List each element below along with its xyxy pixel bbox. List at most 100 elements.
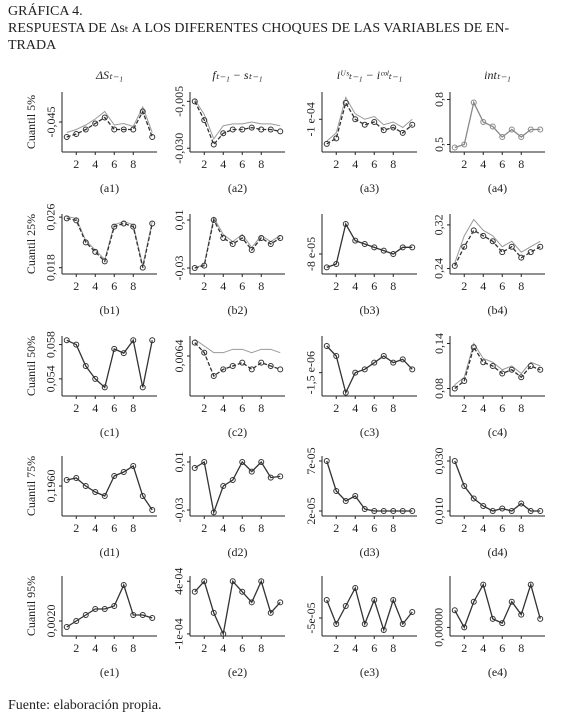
x-tick-label: 2 <box>73 641 79 655</box>
y-tick-label: 4e-04 <box>172 568 186 595</box>
y-tick-label: -0,045 <box>44 107 58 138</box>
series-line <box>194 460 281 515</box>
series-line <box>66 105 153 133</box>
x-tick-label: 4 <box>220 157 226 171</box>
point <box>371 508 378 514</box>
point <box>508 508 515 514</box>
point <box>201 349 208 356</box>
point <box>130 223 137 230</box>
point <box>248 124 255 131</box>
point <box>527 508 534 514</box>
x-tick-label: 8 <box>258 641 264 655</box>
point <box>390 124 397 131</box>
point <box>120 350 127 357</box>
x-tick-label: 4 <box>352 401 358 415</box>
point <box>518 374 525 381</box>
point <box>258 578 265 585</box>
point <box>267 609 274 616</box>
point <box>220 366 227 373</box>
point <box>277 599 284 606</box>
point <box>149 337 156 344</box>
x-tick-label: 6 <box>499 641 505 655</box>
point <box>371 597 378 603</box>
point <box>380 127 387 134</box>
series-line <box>194 338 281 354</box>
point <box>248 366 255 373</box>
y-tick-label: 0,08 <box>432 378 446 399</box>
point <box>390 597 397 603</box>
point <box>130 463 137 469</box>
x-tick-label: 4 <box>220 521 226 535</box>
panel-label: (d3) <box>360 545 380 559</box>
point <box>210 141 217 148</box>
panel-label: (c2) <box>228 425 247 439</box>
point <box>451 144 458 151</box>
panel-label: (a1) <box>100 181 119 195</box>
point <box>277 235 284 241</box>
point <box>323 343 330 349</box>
x-tick-label: 6 <box>111 641 117 655</box>
point <box>139 384 146 391</box>
panel-label: (b4) <box>488 303 508 317</box>
x-tick-label: 2 <box>201 401 207 415</box>
point <box>537 366 544 373</box>
y-tick-label: 0,8 <box>432 92 446 107</box>
point <box>527 126 534 133</box>
point <box>191 98 198 105</box>
x-tick-label: 6 <box>239 157 245 171</box>
point <box>527 363 534 369</box>
point <box>258 359 265 366</box>
point <box>342 498 349 504</box>
x-tick-label: 4 <box>480 521 486 535</box>
point <box>470 99 477 106</box>
point <box>352 493 359 499</box>
point <box>499 620 506 627</box>
x-tick-label: 8 <box>390 279 396 293</box>
point <box>451 262 458 269</box>
y-tick-label: 0,1960 <box>44 470 58 503</box>
point <box>333 353 340 359</box>
x-tick-label: 8 <box>130 157 136 171</box>
x-tick-label: 2 <box>333 401 339 415</box>
point <box>361 366 368 373</box>
point <box>258 235 265 241</box>
y-tick-label: 0,01 <box>172 452 186 473</box>
series-line <box>66 217 153 268</box>
x-tick-label: 8 <box>518 157 524 171</box>
point <box>130 337 137 344</box>
x-tick-label: 4 <box>480 401 486 415</box>
point <box>371 244 378 251</box>
x-tick-label: 6 <box>499 157 505 171</box>
panel-label: (a4) <box>488 181 507 195</box>
x-tick-label: 4 <box>92 279 98 293</box>
point <box>342 389 349 396</box>
y-tick-label: 0,32 <box>432 214 446 235</box>
x-tick-label: 4 <box>352 279 358 293</box>
x-tick-label: 6 <box>371 641 377 655</box>
point <box>139 264 146 271</box>
x-tick-label: 6 <box>239 641 245 655</box>
point <box>499 249 506 256</box>
panel-label: (b3) <box>360 303 380 317</box>
point <box>461 243 468 250</box>
row-label: Cuantil 25% <box>24 214 38 274</box>
row-label: Cuantil 50% <box>24 336 38 396</box>
x-tick-label: 2 <box>333 157 339 171</box>
x-tick-label: 4 <box>352 521 358 535</box>
x-tick-label: 8 <box>390 401 396 415</box>
point <box>130 612 137 618</box>
x-tick-label: 8 <box>258 521 264 535</box>
x-tick-label: 8 <box>518 279 524 293</box>
point <box>390 508 397 514</box>
point <box>342 221 349 227</box>
point <box>518 611 525 618</box>
point <box>92 375 99 382</box>
series-line <box>454 345 541 390</box>
point <box>352 369 359 376</box>
point <box>508 243 515 250</box>
series-line <box>194 579 281 637</box>
point <box>82 612 89 618</box>
source: Fuente: elaboración propia. <box>8 698 162 713</box>
point <box>333 621 340 627</box>
